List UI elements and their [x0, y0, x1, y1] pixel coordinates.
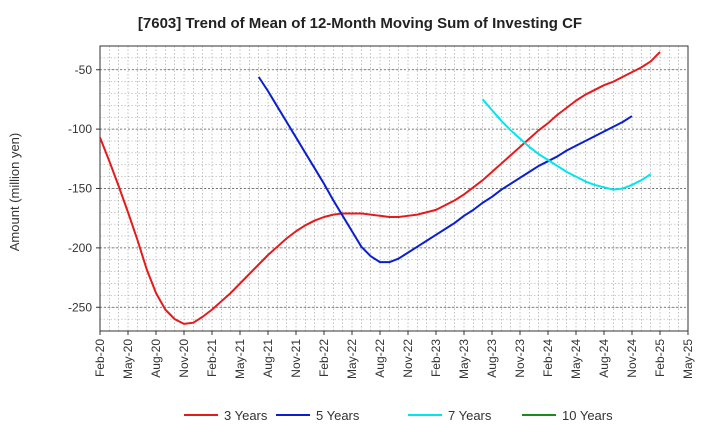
x-tick-label: Feb-22 — [317, 339, 331, 377]
legend-label: 3 Years — [224, 408, 268, 423]
y-tick-label: -250 — [68, 300, 92, 314]
plot-frame — [99, 45, 689, 332]
x-tick-label: Nov-24 — [625, 339, 639, 378]
y-tick-label: -50 — [75, 63, 93, 77]
series-line-7-years — [481, 98, 652, 191]
legend-label: 5 Years — [316, 408, 360, 423]
x-tick-label: Feb-23 — [429, 339, 443, 377]
series-line-5-years — [257, 76, 633, 264]
y-tick-label: -100 — [68, 122, 92, 136]
x-tick-label: Aug-20 — [149, 339, 163, 378]
x-tick-label: May-24 — [569, 339, 583, 379]
x-tick-label: May-23 — [457, 339, 471, 379]
x-tick-label: Aug-23 — [485, 339, 499, 378]
legend-label: 10 Years — [562, 408, 613, 423]
x-tick-label: Feb-25 — [653, 339, 667, 377]
legend: 3 Years 5 Years 7 Years 10 Years — [184, 408, 613, 423]
x-tick-label: May-21 — [233, 339, 247, 379]
x-tick-label: Nov-23 — [513, 339, 527, 378]
x-tick-label: Nov-21 — [289, 339, 303, 378]
x-tick-label: Feb-21 — [205, 339, 219, 377]
chart-title: [7603] Trend of Mean of 12-Month Moving … — [138, 15, 582, 32]
x-tick-label: Aug-24 — [597, 339, 611, 378]
x-tick-label: May-20 — [121, 339, 135, 379]
x-tick-label: May-25 — [681, 339, 695, 379]
x-tick-label: Nov-20 — [177, 339, 191, 378]
y-tick-label: -200 — [68, 241, 92, 255]
y-tick-label: -150 — [68, 182, 92, 196]
x-tick-label: Nov-22 — [401, 339, 415, 378]
plot-area: -50 -100 -150 -200 -250 Feb-20 May-20 Aug-20 Nov… — [68, 45, 695, 379]
x-tick-label: Aug-21 — [261, 339, 275, 378]
y-axis-label: Amount (million yen) — [7, 133, 22, 252]
legend-label: 7 Years — [448, 408, 492, 423]
x-tick-label: Feb-24 — [541, 339, 555, 377]
x-tick-label: May-22 — [345, 339, 359, 379]
x-tick-label: Feb-20 — [93, 339, 107, 377]
x-tick-label: Aug-22 — [373, 339, 387, 378]
series-line-3-years — [99, 51, 661, 325]
